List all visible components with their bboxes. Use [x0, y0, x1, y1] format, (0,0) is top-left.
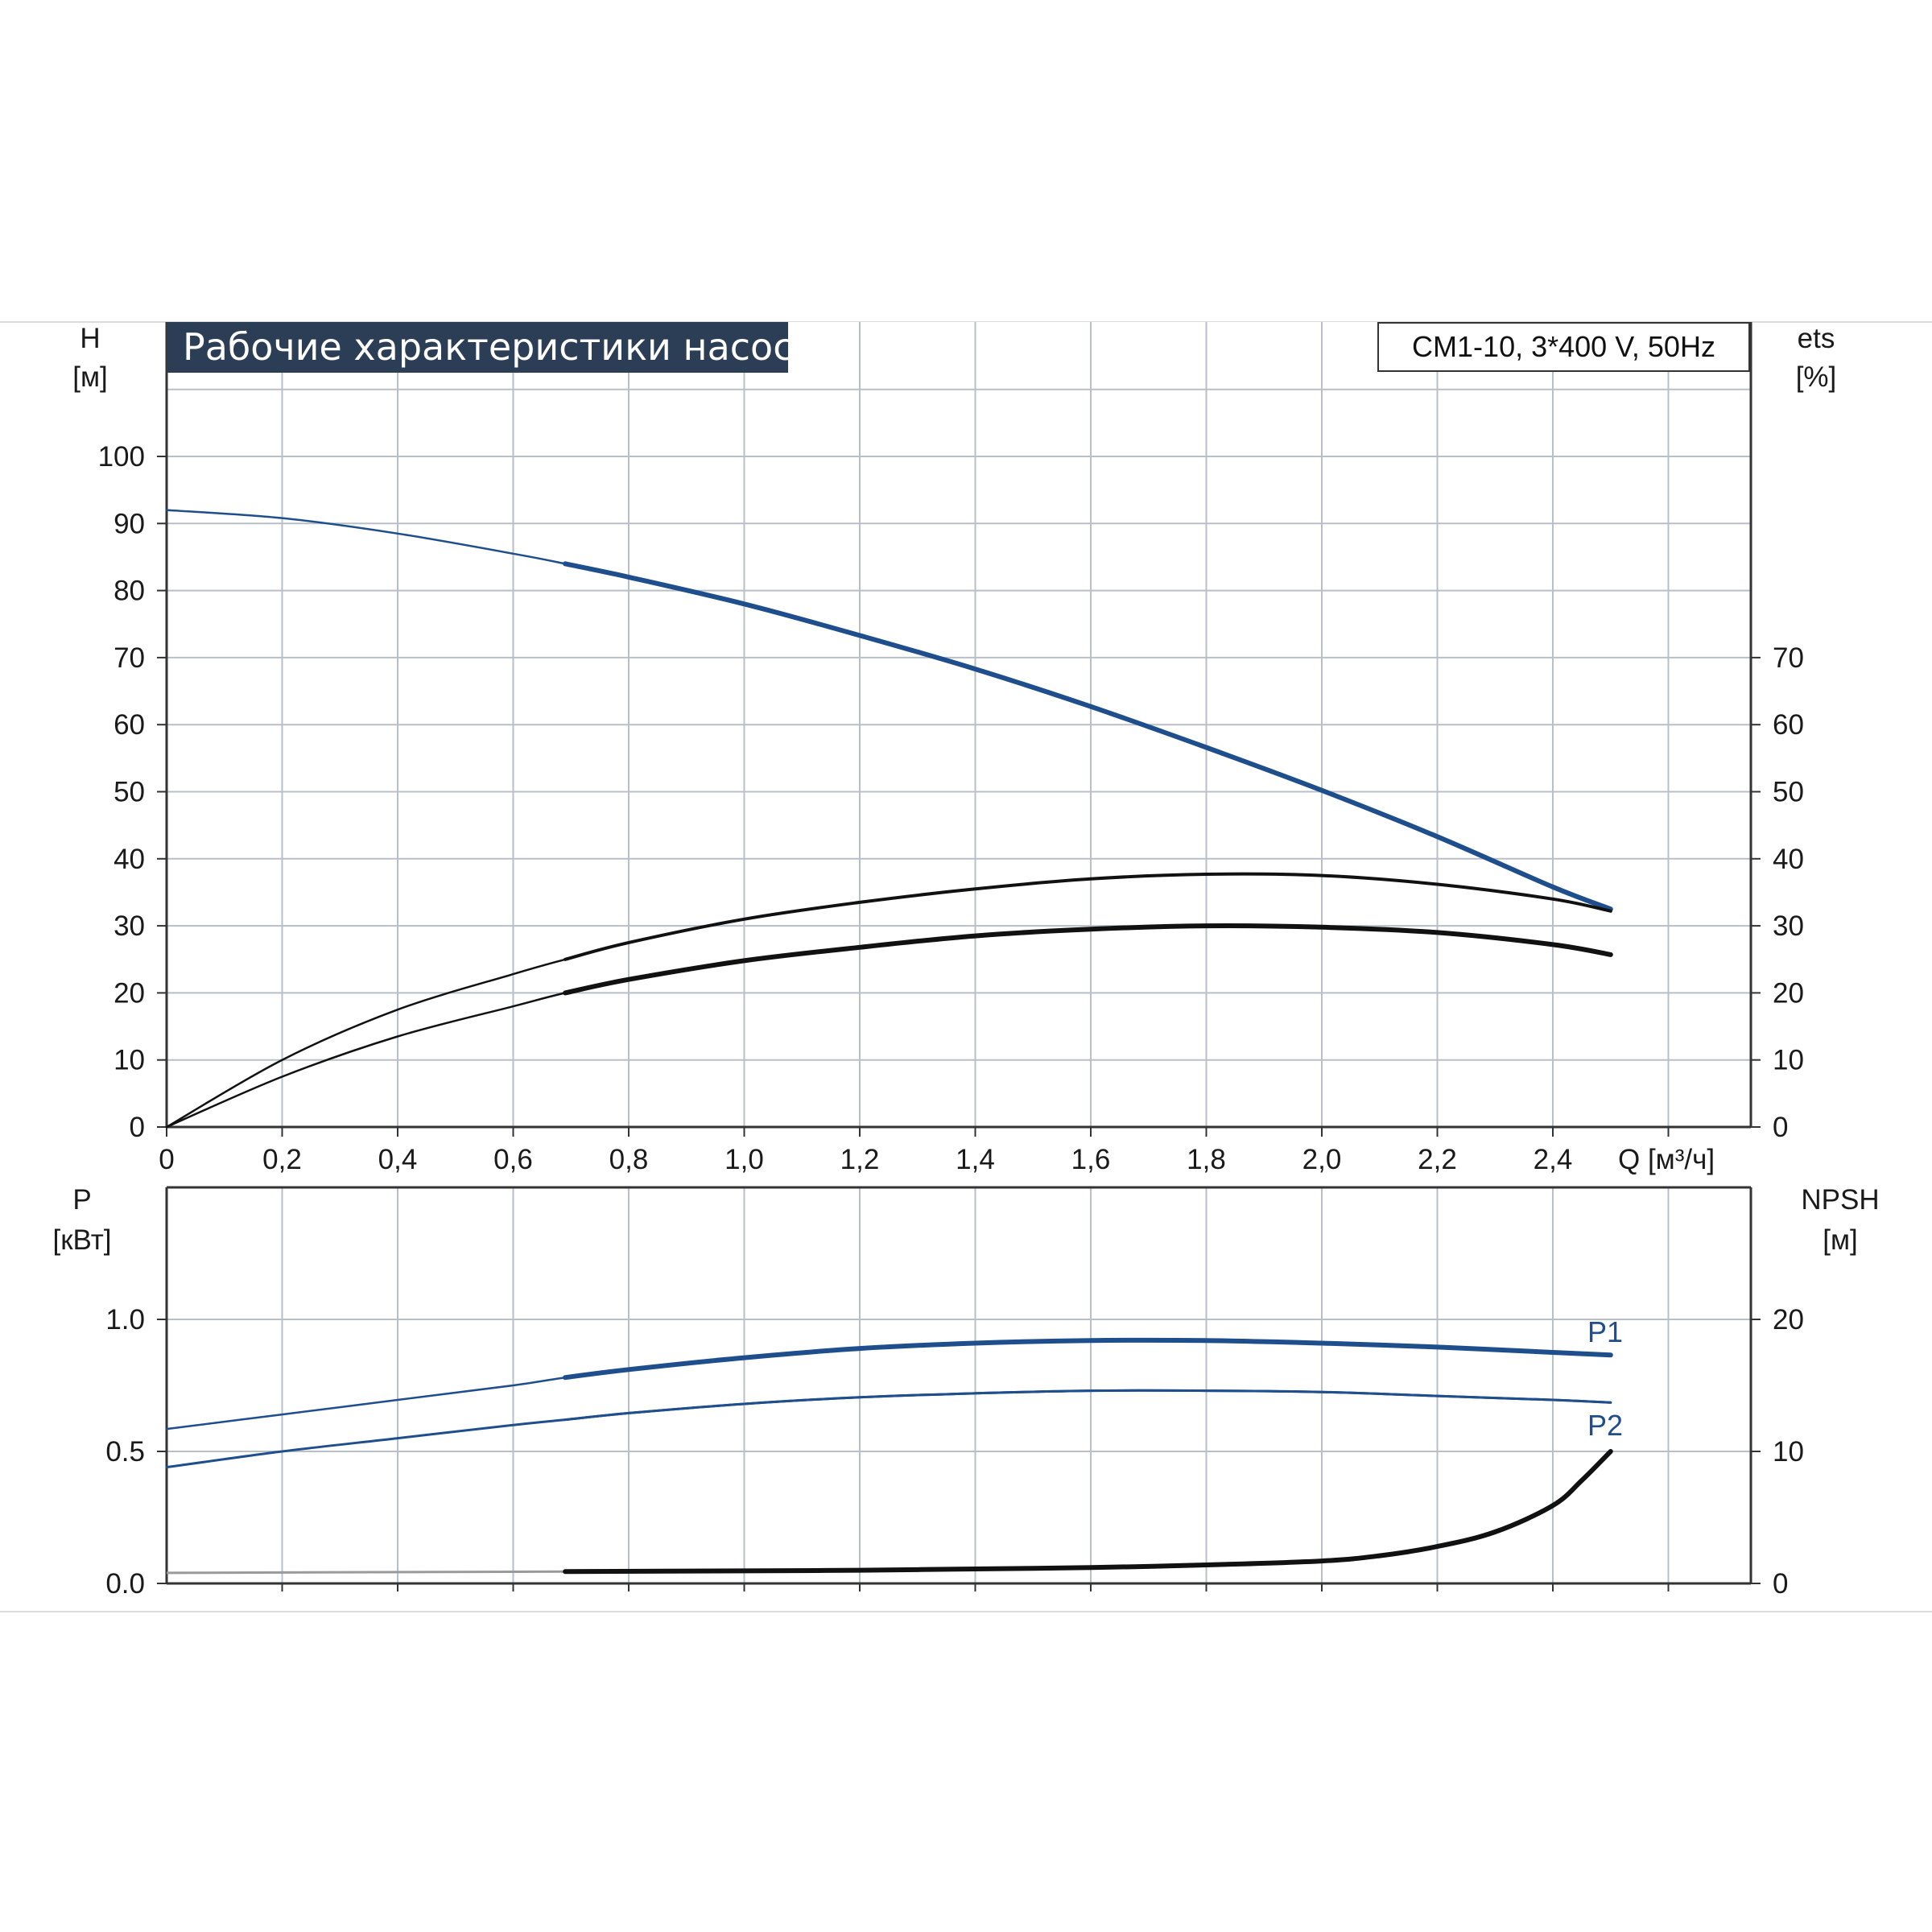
npsh-axis-unit: [м] — [1823, 1224, 1858, 1256]
p2-curve-operating-range — [564, 1389, 1612, 1422]
y-tick-label-right: 50 — [1773, 777, 1804, 808]
p-tick-label-left: 0.0 — [105, 1568, 145, 1600]
npsh-curve-operating-range — [563, 1449, 1613, 1575]
y-tick-label-right: 0 — [1773, 1112, 1788, 1143]
npsh-tick-label-right: 0 — [1773, 1568, 1788, 1600]
p1-label: P1 — [1587, 1315, 1623, 1348]
y-tick-label-left: 20 — [114, 977, 145, 1009]
p2-label: P2 — [1587, 1409, 1623, 1442]
y-tick-label-left: 100 — [98, 441, 145, 473]
x-tick-label: 1,8 — [1187, 1144, 1226, 1175]
y-tick-label-right: 20 — [1773, 977, 1804, 1009]
x-tick-label: 2,2 — [1418, 1144, 1457, 1175]
y-axis-unit-left: [м] — [72, 361, 108, 393]
y-tick-label-left: 0 — [130, 1112, 145, 1143]
y-tick-label-left: 80 — [114, 576, 145, 607]
y-tick-label-left: 60 — [114, 709, 145, 741]
upper-chart-panel: 0 10 20 30 40 50 60 70 80 90 100 0 10 20 30 40 50 60 70 0 0,… — [72, 322, 1836, 1175]
p-axis-title: P — [72, 1184, 91, 1216]
p-tick-label-left: 0.5 — [105, 1436, 145, 1468]
y-tick-label-right: 60 — [1773, 709, 1804, 741]
chart-title: Рабочие характеристики насоса — [167, 322, 816, 373]
y-tick-label-right: 40 — [1773, 844, 1804, 875]
x-axis-label: Q [м³/ч] — [1618, 1144, 1715, 1175]
y-tick-label-left: 90 — [114, 508, 145, 539]
lower-plot-area — [167, 1187, 1751, 1583]
npsh-curve — [166, 1570, 566, 1575]
p-tick-label-left: 1.0 — [105, 1304, 145, 1335]
lower-chart-panel: 0.0 0.5 1.0 0 10 20 P [кВт] NPSH [м] P1 P2 — [53, 1184, 1880, 1600]
y-axis-unit-right: [%] — [1796, 361, 1837, 393]
y-axis-title-right: ets — [1798, 323, 1835, 354]
x-tick-label: 0 — [159, 1144, 174, 1175]
x-tick-label: 0,4 — [378, 1144, 418, 1175]
npsh-tick-label-right: 10 — [1773, 1436, 1804, 1468]
x-tick-label: 0,6 — [493, 1144, 533, 1175]
npsh-tick-label-right: 20 — [1773, 1304, 1804, 1335]
x-tick-label: 1,4 — [956, 1144, 995, 1175]
x-tick-label: 2,4 — [1534, 1144, 1573, 1175]
x-tick-label: 1,0 — [724, 1144, 764, 1175]
p-axis-unit: [кВт] — [53, 1224, 112, 1256]
x-tick-label: 1,2 — [840, 1144, 880, 1175]
y-tick-label-left: 30 — [114, 910, 145, 942]
y-tick-label-left: 70 — [114, 642, 145, 674]
efficiency-curve-upper-operating-range — [564, 872, 1612, 961]
head-curve-operating-range — [563, 561, 1613, 912]
npsh-axis-title: NPSH — [1801, 1184, 1879, 1216]
x-tick-label: 1,6 — [1071, 1144, 1111, 1175]
x-tick-label: 2,0 — [1302, 1144, 1342, 1175]
x-tick-label: 0,8 — [609, 1144, 649, 1175]
p1-curve-operating-range — [563, 1337, 1613, 1381]
x-tick-label: 0,2 — [262, 1144, 302, 1175]
y-tick-label-right: 70 — [1773, 642, 1804, 674]
y-tick-label-right: 30 — [1773, 910, 1804, 942]
y-tick-label-left: 50 — [114, 777, 145, 808]
y-axis-title-left: H — [80, 323, 100, 354]
y-tick-label-left: 10 — [114, 1045, 145, 1076]
model-label: CM1-10, 3*400 V, 50Hz — [1377, 322, 1750, 372]
y-tick-label-left: 40 — [114, 844, 145, 875]
y-tick-label-right: 10 — [1773, 1045, 1804, 1076]
efficiency-curve-lower-operating-range — [563, 923, 1613, 996]
